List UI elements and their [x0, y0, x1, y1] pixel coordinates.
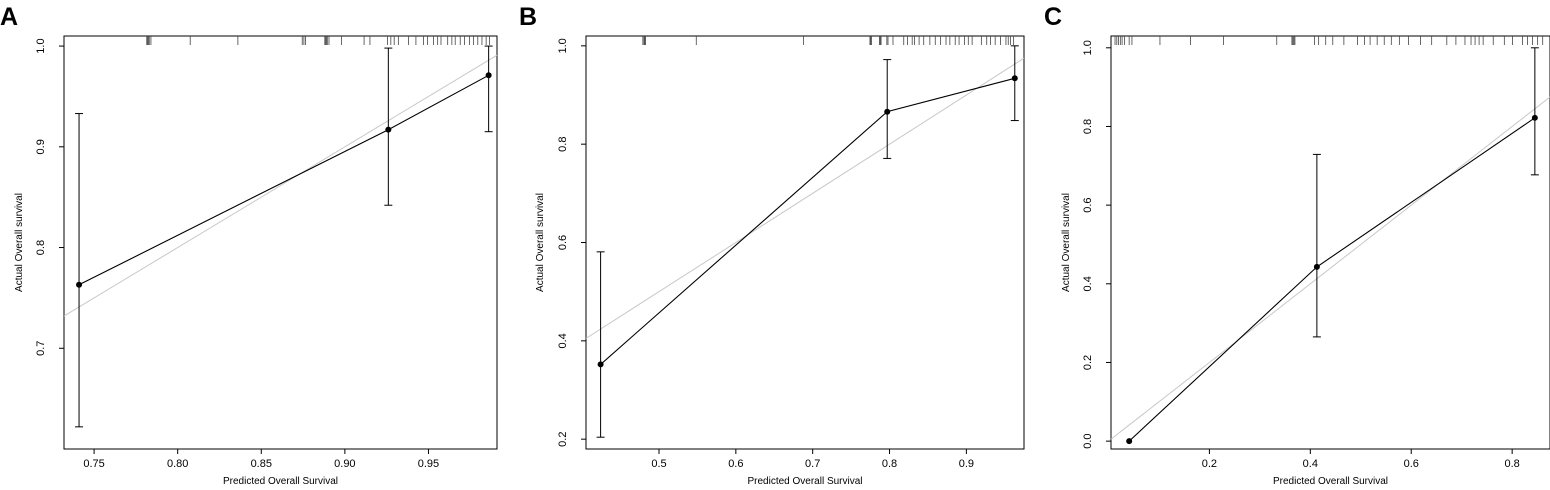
ideal-reference-line: [63, 54, 498, 317]
data-point: [385, 126, 392, 133]
y-tick-label: 0.8: [35, 240, 47, 255]
x-tick-label: 0.80: [167, 458, 188, 470]
y-tick-label: 0.6: [1082, 197, 1094, 212]
ideal-reference-line: [585, 57, 1025, 339]
calibration-plot-a: A 0.75 0.80 0.85 0.90 0.95 Predicted Overall S…: [0, 3, 498, 487]
plot-frame: [63, 35, 498, 450]
calibration-plot-c: C 0.2 0.4 0.6 0.8 Predicted Overall Survival 0…: [1044, 3, 1550, 487]
x-tick-label: 0.75: [83, 458, 104, 470]
data-point: [884, 108, 891, 115]
data-point: [1126, 438, 1133, 445]
calibration-line: [600, 77, 1015, 365]
y-axis-title: Actual Overall survival: [14, 193, 25, 292]
y-tick-label: 0.8: [1082, 119, 1094, 134]
x-tick-label: 0.7: [805, 458, 820, 470]
data-point: [597, 361, 604, 368]
x-tick-label: 0.8: [1505, 458, 1520, 470]
x-tick-label: 0.2: [1202, 458, 1217, 470]
data-point: [1313, 263, 1320, 270]
x-axis-title: Predicted Overall Survival: [747, 476, 862, 487]
panel-label: A: [0, 3, 18, 31]
x-tick-label: 0.4: [1303, 458, 1318, 470]
calibration-line: [1128, 117, 1536, 442]
x-axis-title: Predicted Overall Survival: [1273, 476, 1388, 487]
x-axis-title: Predicted Overall Survival: [223, 476, 338, 487]
y-tick-label: 0.2: [557, 432, 569, 447]
x-tick-label: 0.85: [251, 458, 272, 470]
panel-label: B: [519, 3, 537, 31]
ideal-reference-line: [1110, 96, 1550, 440]
y-tick-label: 1.0: [1082, 40, 1094, 55]
x-tick-label: 0.90: [334, 458, 355, 470]
y-tick-label: 0.0: [1082, 433, 1094, 448]
y-tick-label: 0.9: [35, 139, 47, 154]
data-point: [485, 72, 492, 79]
calibration-line: [78, 74, 489, 286]
y-axis-title: Actual Overall survival: [535, 193, 546, 292]
y-tick-label: 0.7: [35, 341, 47, 356]
x-tick-label: 0.8: [882, 458, 897, 470]
calibration-plot-b: B 0.5 0.6 0.7 0.8 0.9 Predicted Overall Surviv…: [519, 3, 1025, 487]
plot-frame: [585, 35, 1025, 450]
y-tick-label: 1.0: [557, 38, 569, 53]
x-tick-label: 0.9: [959, 458, 974, 470]
y-tick-label: 0.4: [1082, 276, 1094, 291]
x-tick-label: 0.95: [418, 458, 439, 470]
data-point: [1011, 75, 1018, 82]
y-tick-label: 0.8: [557, 137, 569, 152]
y-tick-label: 0.4: [557, 333, 569, 348]
x-tick-label: 0.6: [1404, 458, 1419, 470]
plot-frame: [1110, 35, 1550, 450]
y-tick-label: 0.6: [557, 235, 569, 250]
panel-label: C: [1044, 3, 1062, 31]
data-point: [1531, 114, 1538, 121]
y-axis-title: Actual Overall survival: [1061, 193, 1072, 292]
x-tick-label: 0.5: [651, 458, 666, 470]
x-tick-label: 0.6: [728, 458, 743, 470]
y-tick-label: 1.0: [35, 38, 47, 53]
y-tick-label: 0.2: [1082, 355, 1094, 370]
data-point: [76, 281, 83, 288]
